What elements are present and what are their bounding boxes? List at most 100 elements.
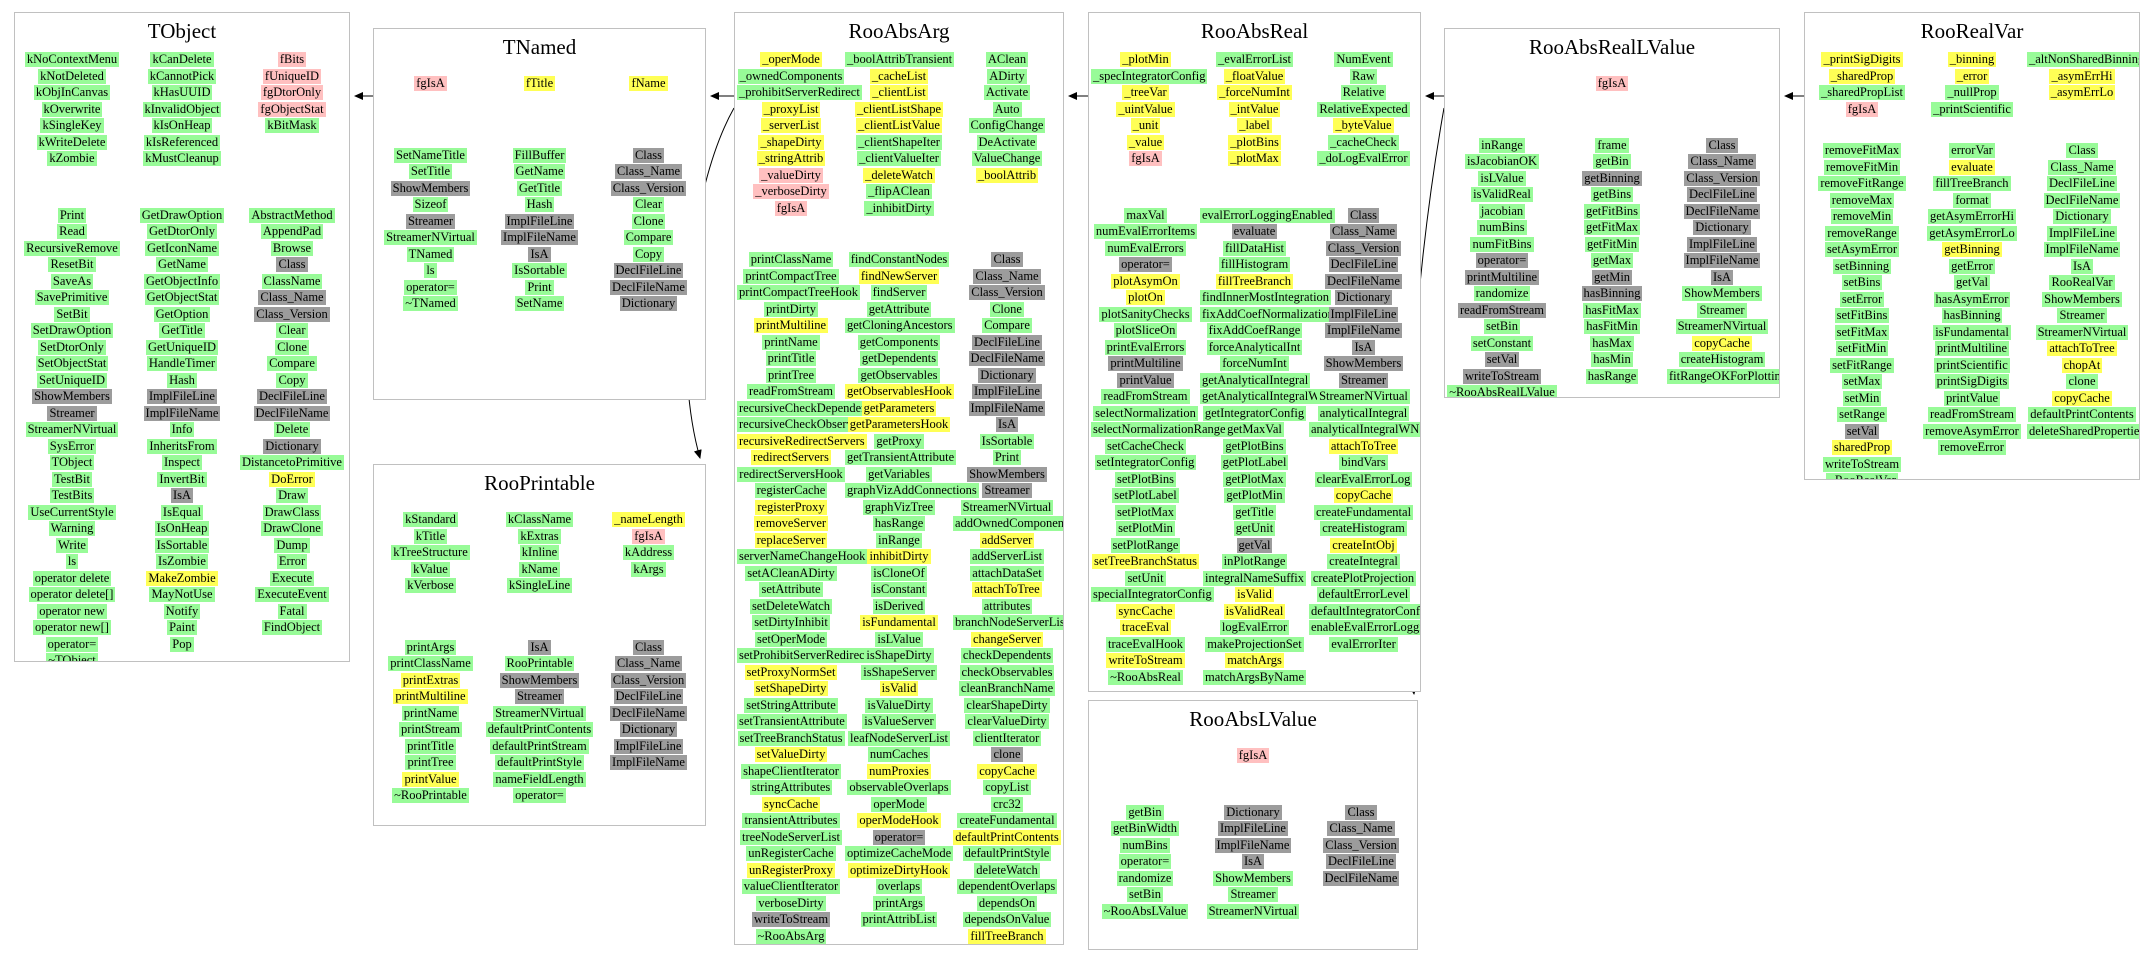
member-numevalerrors[interactable]: numEvalErrors xyxy=(1105,240,1186,256)
member-_plotmin[interactable]: _plotMin xyxy=(1120,52,1171,67)
member-isconstant[interactable]: isConstant xyxy=(870,582,928,597)
member-implfilename[interactable]: ImplFileName xyxy=(610,755,687,770)
member-declfileline[interactable]: DeclFileLine xyxy=(972,334,1042,350)
member-inhibitdirty[interactable]: inhibitDirty xyxy=(867,549,931,564)
member-recursivecheckdependents[interactable]: recursiveCheckDependents xyxy=(737,400,878,416)
member-ksingleline[interactable]: kSingleLine xyxy=(506,578,573,593)
member-registercache[interactable]: registerCache xyxy=(754,483,828,498)
member-fitrangeokforplotting[interactable]: fitRangeOKForPlotting xyxy=(1667,368,1779,384)
member-printclassname[interactable]: printClassName xyxy=(748,252,834,267)
member-operator[interactable]: operator= xyxy=(1118,854,1172,869)
member-_label[interactable]: _label xyxy=(1237,118,1272,133)
member-_ownedcomponents[interactable]: _ownedComponents xyxy=(737,68,845,84)
member-declfilename[interactable]: DeclFileName xyxy=(610,279,687,295)
member-deactivate[interactable]: DeActivate xyxy=(976,134,1038,150)
member-notify[interactable]: Notify xyxy=(163,603,201,619)
member-isvalid[interactable]: isValid xyxy=(879,681,919,696)
member-~tnamed[interactable]: ~TNamed xyxy=(403,296,458,311)
member-_cachecheck[interactable]: _cacheCheck xyxy=(1328,134,1399,150)
member-printsigdigits[interactable]: printSigDigits xyxy=(1934,374,2010,389)
member-operatordelete[interactable]: operator delete xyxy=(32,570,112,586)
member-printmultiline[interactable]: printMultiline xyxy=(1934,341,2010,356)
member-evalerroriter[interactable]: evalErrorIter xyxy=(1329,636,1398,652)
member-abstractmethod[interactable]: AbstractMethod xyxy=(249,207,335,223)
member-setdirtyinhibit[interactable]: setDirtyInhibit xyxy=(752,615,830,630)
member-streamernvirtual[interactable]: StreamerNVirtual xyxy=(2035,324,2129,340)
member-isa[interactable]: IsA xyxy=(528,246,551,262)
member-getbinning[interactable]: getBinning xyxy=(1582,170,1642,186)
member-stringattributes[interactable]: stringAttributes xyxy=(749,780,833,795)
member-valuechange[interactable]: ValueChange xyxy=(971,151,1043,166)
member-setconstant[interactable]: setConstant xyxy=(1470,335,1534,351)
member-_prohibitserverredirect[interactable]: _prohibitServerRedirect xyxy=(737,85,862,100)
member-traceeval[interactable]: traceEval xyxy=(1119,620,1172,635)
member-getuniqueid[interactable]: GetUniqueID xyxy=(145,339,219,355)
member-resetbit[interactable]: ResetBit xyxy=(48,257,96,272)
member-fgisa[interactable]: fgIsA xyxy=(1595,76,1629,91)
member-graphviztree[interactable]: graphVizTree xyxy=(862,499,936,515)
member-setnametitle[interactable]: SetNameTitle xyxy=(394,147,467,163)
member-~roorealvar[interactable]: ~RooRealVar xyxy=(1826,473,1898,479)
member-setopermode[interactable]: setOperMode xyxy=(754,631,828,647)
member-setbin[interactable]: setBin xyxy=(1484,319,1520,334)
member-class[interactable]: Class xyxy=(2066,143,2098,158)
member-implfilename[interactable]: ImplFileName xyxy=(501,230,578,245)
member-warning[interactable]: Warning xyxy=(48,521,96,536)
member-treenodeserverlist[interactable]: treeNodeServerList xyxy=(740,829,842,845)
member-showmembers[interactable]: ShowMembers xyxy=(2042,291,2122,307)
member-saveas[interactable]: SaveAs xyxy=(50,273,94,289)
member-dictionary[interactable]: Dictionary xyxy=(1693,220,1751,235)
member-createplotprojection[interactable]: createPlotProjection xyxy=(1310,570,1417,586)
member-findserver[interactable]: findServer xyxy=(870,285,928,300)
member-getasymerrorlo[interactable]: getAsymErrorLo xyxy=(1927,225,2017,241)
member-copycache[interactable]: copyCache xyxy=(1692,335,1752,351)
member-hasrange[interactable]: hasRange xyxy=(872,516,926,531)
class-title-roorealvar[interactable]: RooRealVar xyxy=(1920,19,2024,43)
member-_opermode[interactable]: _operMode xyxy=(760,52,822,67)
member-kname[interactable]: kName xyxy=(519,561,560,577)
member-defaultprintstream[interactable]: defaultPrintStream xyxy=(490,738,589,754)
member-graphvizaddconnections[interactable]: graphVizAddConnections xyxy=(845,483,979,498)
member-_unit[interactable]: _unit xyxy=(1130,118,1161,133)
member-kextras[interactable]: kExtras xyxy=(518,528,561,544)
member-_flipaclean[interactable]: _flipAClean xyxy=(866,184,932,199)
member-gettitle[interactable]: getTitle xyxy=(1233,504,1276,520)
member-clone[interactable]: Clone xyxy=(631,213,666,229)
member-redirectservershook[interactable]: redirectServersHook xyxy=(737,466,845,482)
member-_clientlistshape[interactable]: _clientListShape xyxy=(854,101,943,117)
member-printvalue[interactable]: printValue xyxy=(402,771,459,787)
member-attachtotree[interactable]: attachToTree xyxy=(972,582,1042,597)
member-_specintegratorconfig[interactable]: _specIntegratorConfig xyxy=(1091,68,1208,84)
member-checkobservables[interactable]: checkObservables xyxy=(959,664,1055,680)
class-title-rooabsarg[interactable]: RooAbsArg xyxy=(848,19,950,43)
member-setbins[interactable]: setBins xyxy=(1841,275,1883,290)
member-setbin[interactable]: setBin xyxy=(1127,887,1163,902)
member-implfileline[interactable]: ImplFileLine xyxy=(2047,225,2117,241)
member-pop[interactable]: Pop xyxy=(170,636,194,652)
member-kisreferenced[interactable]: kIsReferenced xyxy=(143,134,221,150)
member-execute[interactable]: Execute xyxy=(269,570,315,586)
member-printattriblist[interactable]: printAttribList xyxy=(860,912,938,927)
member-getintegratorconfig[interactable]: getIntegratorConfig xyxy=(1202,405,1307,421)
member-isshapedirty[interactable]: isShapeDirty xyxy=(864,648,934,663)
member-streamernvirtual[interactable]: StreamerNVirtual xyxy=(1206,903,1300,919)
member-inrange[interactable]: inRange xyxy=(876,532,922,548)
member-_forcenumint[interactable]: _forceNumInt xyxy=(1217,85,1292,100)
member-declfileline[interactable]: DeclFileLine xyxy=(2047,176,2117,191)
member-forcenumint[interactable]: forceNumInt xyxy=(1220,356,1289,371)
member-operatornew[interactable]: operator new xyxy=(37,603,107,619)
member-declfileline[interactable]: DeclFileLine xyxy=(613,689,684,704)
member-kcannotpick[interactable]: kCannotPick xyxy=(147,68,217,84)
member-issortable[interactable]: IsSortable xyxy=(512,263,567,278)
member-operator[interactable]: operator= xyxy=(404,279,457,295)
member-setshapedirty[interactable]: setShapeDirty xyxy=(753,681,829,696)
member-isshapeserver[interactable]: isShapeServer xyxy=(861,664,937,680)
member-setfitrange[interactable]: setFitRange xyxy=(1830,357,1894,373)
member-compare[interactable]: Compare xyxy=(623,230,674,245)
member-knocontextmenu[interactable]: kNoContextMenu xyxy=(24,52,120,67)
member-setplotmax[interactable]: setPlotMax xyxy=(1115,504,1176,520)
member-filltreebranch[interactable]: fillTreeBranch xyxy=(968,928,1046,944)
member-class_version[interactable]: Class_Version xyxy=(969,285,1045,300)
member-printcompacttreehook[interactable]: printCompactTreeHook xyxy=(737,285,860,300)
member-synccache[interactable]: syncCache xyxy=(1116,603,1175,619)
